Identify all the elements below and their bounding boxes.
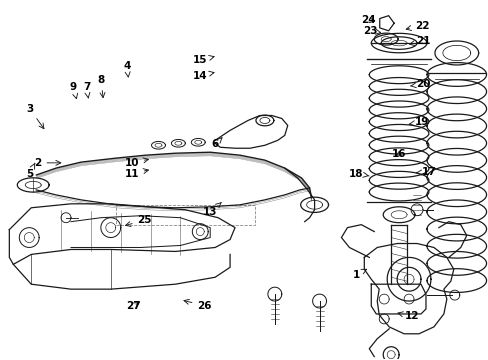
Text: 7: 7 — [82, 82, 90, 98]
Text: 4: 4 — [123, 61, 130, 77]
Text: 19: 19 — [408, 117, 428, 127]
Text: 17: 17 — [415, 167, 436, 177]
Text: 6: 6 — [211, 138, 222, 149]
Text: 9: 9 — [70, 82, 78, 99]
Text: 21: 21 — [409, 36, 430, 46]
Text: 11: 11 — [124, 168, 148, 179]
Text: 26: 26 — [183, 300, 211, 311]
Text: 14: 14 — [192, 71, 214, 81]
Text: 25: 25 — [125, 215, 152, 226]
Text: 5: 5 — [26, 163, 35, 179]
Text: 8: 8 — [97, 75, 105, 98]
Text: 18: 18 — [348, 168, 368, 179]
Text: 1: 1 — [352, 269, 366, 280]
Text: 13: 13 — [203, 202, 221, 217]
Text: 22: 22 — [406, 21, 428, 31]
Text: 3: 3 — [26, 104, 44, 129]
Text: 15: 15 — [192, 55, 214, 65]
Text: 24: 24 — [361, 15, 375, 25]
Text: 23: 23 — [362, 26, 380, 36]
Text: 2: 2 — [34, 158, 61, 168]
Text: 12: 12 — [397, 311, 419, 321]
Text: 10: 10 — [124, 158, 148, 168]
Bar — [116, 205, 254, 225]
Text: 16: 16 — [391, 149, 406, 159]
Text: 27: 27 — [126, 301, 141, 311]
Text: 20: 20 — [410, 79, 430, 89]
